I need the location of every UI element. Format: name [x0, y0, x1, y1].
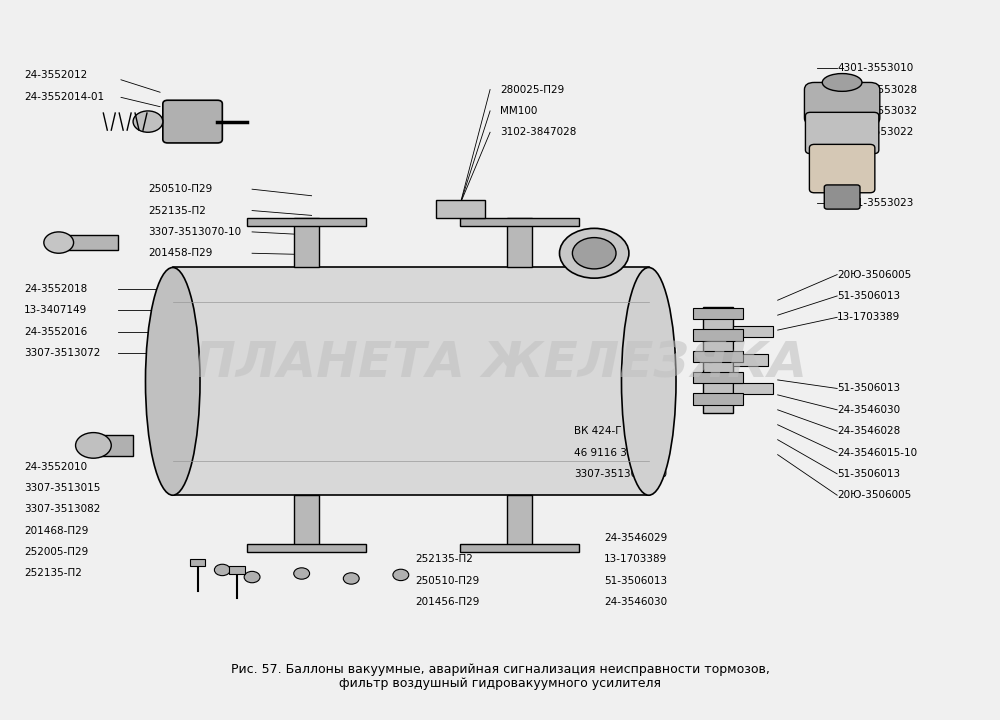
Circle shape [76, 433, 111, 458]
Text: Рис. 57. Баллоны вакуумные, аварийная сигнализация неисправности тормозов,: Рис. 57. Баллоны вакуумные, аварийная си… [231, 663, 769, 676]
Text: 24-3546028: 24-3546028 [837, 426, 900, 436]
Text: 201456-П29: 201456-П29 [416, 597, 480, 607]
Text: 51-3506013: 51-3506013 [837, 291, 900, 301]
Text: 280025-П29: 280025-П29 [500, 84, 564, 94]
Bar [173, 268, 649, 495]
Text: 3307-3513072: 3307-3513072 [24, 348, 100, 358]
Text: 51-3506013: 51-3506013 [604, 575, 667, 585]
Text: 51-3506013: 51-3506013 [837, 384, 900, 393]
Bar [733, 326, 773, 337]
Text: 24-3552010: 24-3552010 [24, 462, 87, 472]
Text: 250510-П29: 250510-П29 [148, 184, 212, 194]
Ellipse shape [621, 268, 676, 495]
Text: 3307-3513070-10: 3307-3513070-10 [148, 227, 241, 237]
Circle shape [343, 573, 359, 584]
Text: 46 9116 3970: 46 9116 3970 [574, 448, 647, 457]
FancyBboxPatch shape [809, 145, 875, 193]
Bar [247, 217, 366, 226]
Text: 20Ю-3506005: 20Ю-3506005 [837, 490, 911, 500]
Bar [294, 495, 319, 545]
Circle shape [559, 228, 629, 278]
FancyBboxPatch shape [805, 112, 879, 153]
Ellipse shape [145, 268, 200, 495]
Text: 24-3552012: 24-3552012 [24, 71, 87, 81]
FancyBboxPatch shape [824, 185, 860, 209]
Bar [693, 351, 743, 362]
Text: 13-1703389: 13-1703389 [604, 554, 667, 564]
Text: 4301-3553010: 4301-3553010 [837, 63, 913, 73]
Text: 3307-3513070-10: 3307-3513070-10 [574, 469, 668, 479]
Text: 3307-3513082: 3307-3513082 [24, 505, 100, 515]
Text: 24-3552018: 24-3552018 [24, 284, 87, 294]
Circle shape [393, 570, 409, 580]
Text: ММ100: ММ100 [500, 106, 537, 116]
Ellipse shape [822, 73, 862, 91]
Bar [733, 383, 773, 394]
Bar [460, 217, 579, 226]
Bar [59, 235, 118, 250]
Bar [507, 217, 532, 268]
Bar [436, 200, 485, 217]
Text: 13-1703389: 13-1703389 [837, 312, 900, 323]
FancyBboxPatch shape [804, 83, 880, 125]
Text: 252135-П2: 252135-П2 [24, 569, 82, 578]
Text: 13-3407149: 13-3407149 [24, 305, 87, 315]
Circle shape [44, 232, 74, 253]
Text: 20Ю-3506005: 20Ю-3506005 [837, 269, 911, 279]
Circle shape [133, 111, 163, 132]
Text: ВК 424-Г: ВК 424-Г [574, 426, 622, 436]
Text: ПЛАНЕТА ЖЕЛЕЗЯКА: ПЛАНЕТА ЖЕЛЕЗЯКА [194, 340, 806, 387]
Text: 252135-П2: 252135-П2 [148, 205, 206, 215]
Text: 51-3506013: 51-3506013 [837, 469, 900, 479]
Bar [703, 307, 733, 413]
Circle shape [572, 238, 616, 269]
Bar [693, 329, 743, 341]
Bar [229, 567, 245, 574]
Bar [507, 495, 532, 545]
Text: 52-04-3553028: 52-04-3553028 [837, 84, 917, 94]
Circle shape [294, 568, 310, 579]
Circle shape [244, 572, 260, 582]
Bar [733, 354, 768, 366]
Text: 252005-П29: 252005-П29 [24, 547, 88, 557]
Text: 250510-П29: 250510-П29 [416, 575, 480, 585]
Text: 24-3546030: 24-3546030 [604, 597, 667, 607]
Text: 201468-П29: 201468-П29 [24, 526, 88, 536]
Circle shape [214, 564, 230, 575]
Bar [247, 544, 366, 552]
Text: 3102-3847028: 3102-3847028 [500, 127, 576, 138]
Text: 4301-3553023: 4301-3553023 [837, 199, 914, 208]
Bar [190, 559, 205, 567]
Text: 24-3552014-01: 24-3552014-01 [24, 91, 104, 102]
Bar [693, 372, 743, 384]
FancyBboxPatch shape [163, 100, 222, 143]
Bar [693, 393, 743, 405]
Text: 4301-3553022: 4301-3553022 [837, 127, 914, 138]
Text: 24-3546030: 24-3546030 [837, 405, 900, 415]
Text: 3307-3513015: 3307-3513015 [24, 483, 100, 493]
Bar [460, 544, 579, 552]
Text: 24-3546029: 24-3546029 [604, 533, 667, 543]
Bar [93, 435, 133, 456]
Text: 201458-П29: 201458-П29 [148, 248, 212, 258]
Text: фильтр воздушный гидровакуумного усилителя: фильтр воздушный гидровакуумного усилите… [339, 678, 661, 690]
Bar [294, 217, 319, 268]
Text: 24-3546015-10: 24-3546015-10 [837, 448, 917, 457]
Bar [693, 308, 743, 320]
Text: 252135-П2: 252135-П2 [416, 554, 474, 564]
Text: 52-04-3553032: 52-04-3553032 [837, 106, 917, 116]
Text: 24-3552016: 24-3552016 [24, 327, 87, 336]
